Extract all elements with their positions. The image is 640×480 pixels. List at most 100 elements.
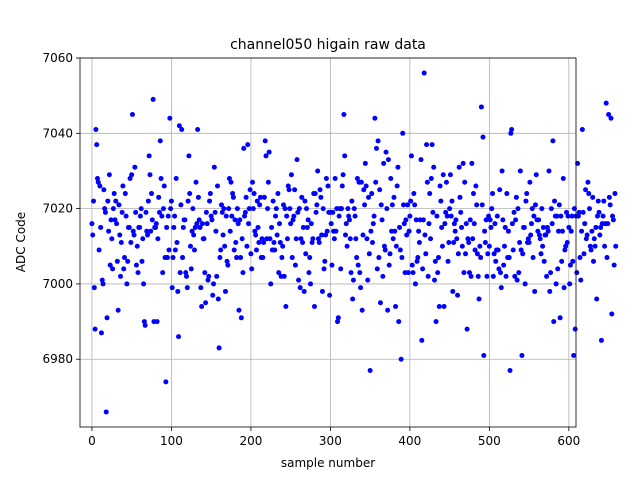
data-point — [338, 266, 344, 272]
data-point — [392, 228, 398, 234]
data-point — [317, 187, 323, 193]
data-point — [267, 236, 273, 242]
data-point — [146, 153, 152, 159]
data-point — [298, 236, 304, 242]
data-point — [377, 300, 383, 306]
data-point — [133, 262, 139, 268]
data-point — [307, 255, 313, 261]
data-point — [281, 273, 287, 279]
data-point — [562, 247, 568, 253]
data-point — [470, 191, 476, 197]
data-point — [485, 251, 491, 257]
data-point — [129, 111, 135, 117]
data-point — [435, 270, 441, 276]
data-point — [234, 206, 240, 212]
data-point — [447, 206, 453, 212]
data-point — [460, 160, 466, 166]
data-point — [329, 262, 335, 268]
data-point — [198, 285, 204, 291]
data-point — [558, 213, 564, 219]
data-point — [121, 266, 127, 272]
data-point — [431, 164, 437, 170]
data-point — [375, 138, 381, 144]
data-point — [286, 187, 292, 193]
data-point — [449, 198, 455, 204]
data-point — [571, 352, 577, 358]
data-point — [596, 209, 602, 215]
data-point — [548, 206, 554, 212]
data-point — [214, 273, 220, 279]
data-point — [115, 307, 121, 313]
data-point — [120, 183, 126, 189]
data-point — [149, 217, 155, 223]
data-point — [463, 251, 469, 257]
data-point — [137, 224, 143, 230]
chart-title: channel050 higain raw data — [230, 37, 426, 53]
data-point — [423, 251, 429, 257]
data-point — [189, 228, 195, 234]
data-point — [408, 198, 414, 204]
data-point — [178, 202, 184, 208]
data-point — [288, 221, 294, 227]
data-point — [339, 183, 345, 189]
data-point — [291, 213, 297, 219]
data-point — [290, 217, 296, 223]
data-point — [233, 240, 239, 245]
data-point — [173, 175, 179, 181]
data-point — [454, 236, 460, 242]
data-point — [564, 240, 570, 245]
data-point — [249, 266, 255, 272]
data-point — [302, 198, 308, 204]
data-point — [374, 266, 380, 272]
data-point — [362, 160, 368, 166]
data-point — [195, 127, 201, 133]
data-point — [327, 292, 333, 298]
data-point — [533, 172, 539, 178]
data-point — [491, 251, 497, 257]
data-point — [372, 115, 378, 121]
data-point — [287, 206, 293, 212]
data-point — [610, 213, 616, 219]
data-point — [296, 206, 302, 212]
data-point — [335, 319, 341, 325]
data-point — [98, 330, 104, 336]
data-point — [186, 153, 192, 159]
data-point — [486, 243, 492, 249]
data-point — [570, 258, 576, 264]
data-point — [352, 213, 358, 219]
data-point — [456, 164, 462, 170]
data-point — [484, 273, 490, 279]
data-point — [102, 209, 108, 215]
data-point — [476, 296, 482, 302]
data-point — [344, 243, 350, 249]
data-point — [149, 191, 155, 197]
data-point — [253, 232, 259, 238]
data-point — [319, 288, 325, 294]
data-point — [131, 232, 137, 238]
data-point — [303, 251, 309, 257]
data-point — [271, 240, 277, 245]
data-point — [325, 183, 331, 189]
data-point — [539, 206, 545, 212]
data-point — [304, 206, 310, 212]
data-point — [354, 175, 360, 181]
data-point — [537, 236, 543, 242]
data-point — [90, 232, 96, 238]
data-point — [239, 236, 245, 242]
data-point — [438, 198, 444, 204]
data-point — [241, 145, 247, 151]
data-point — [89, 221, 95, 227]
data-point — [160, 270, 166, 276]
data-point — [242, 209, 248, 215]
data-point — [255, 224, 261, 230]
data-point — [254, 198, 260, 204]
data-point — [490, 191, 496, 197]
data-point — [208, 213, 214, 219]
data-point — [420, 266, 426, 272]
data-point — [180, 224, 186, 230]
data-point — [250, 206, 256, 212]
data-point — [175, 288, 181, 294]
data-point — [180, 255, 186, 261]
data-point — [582, 221, 588, 227]
